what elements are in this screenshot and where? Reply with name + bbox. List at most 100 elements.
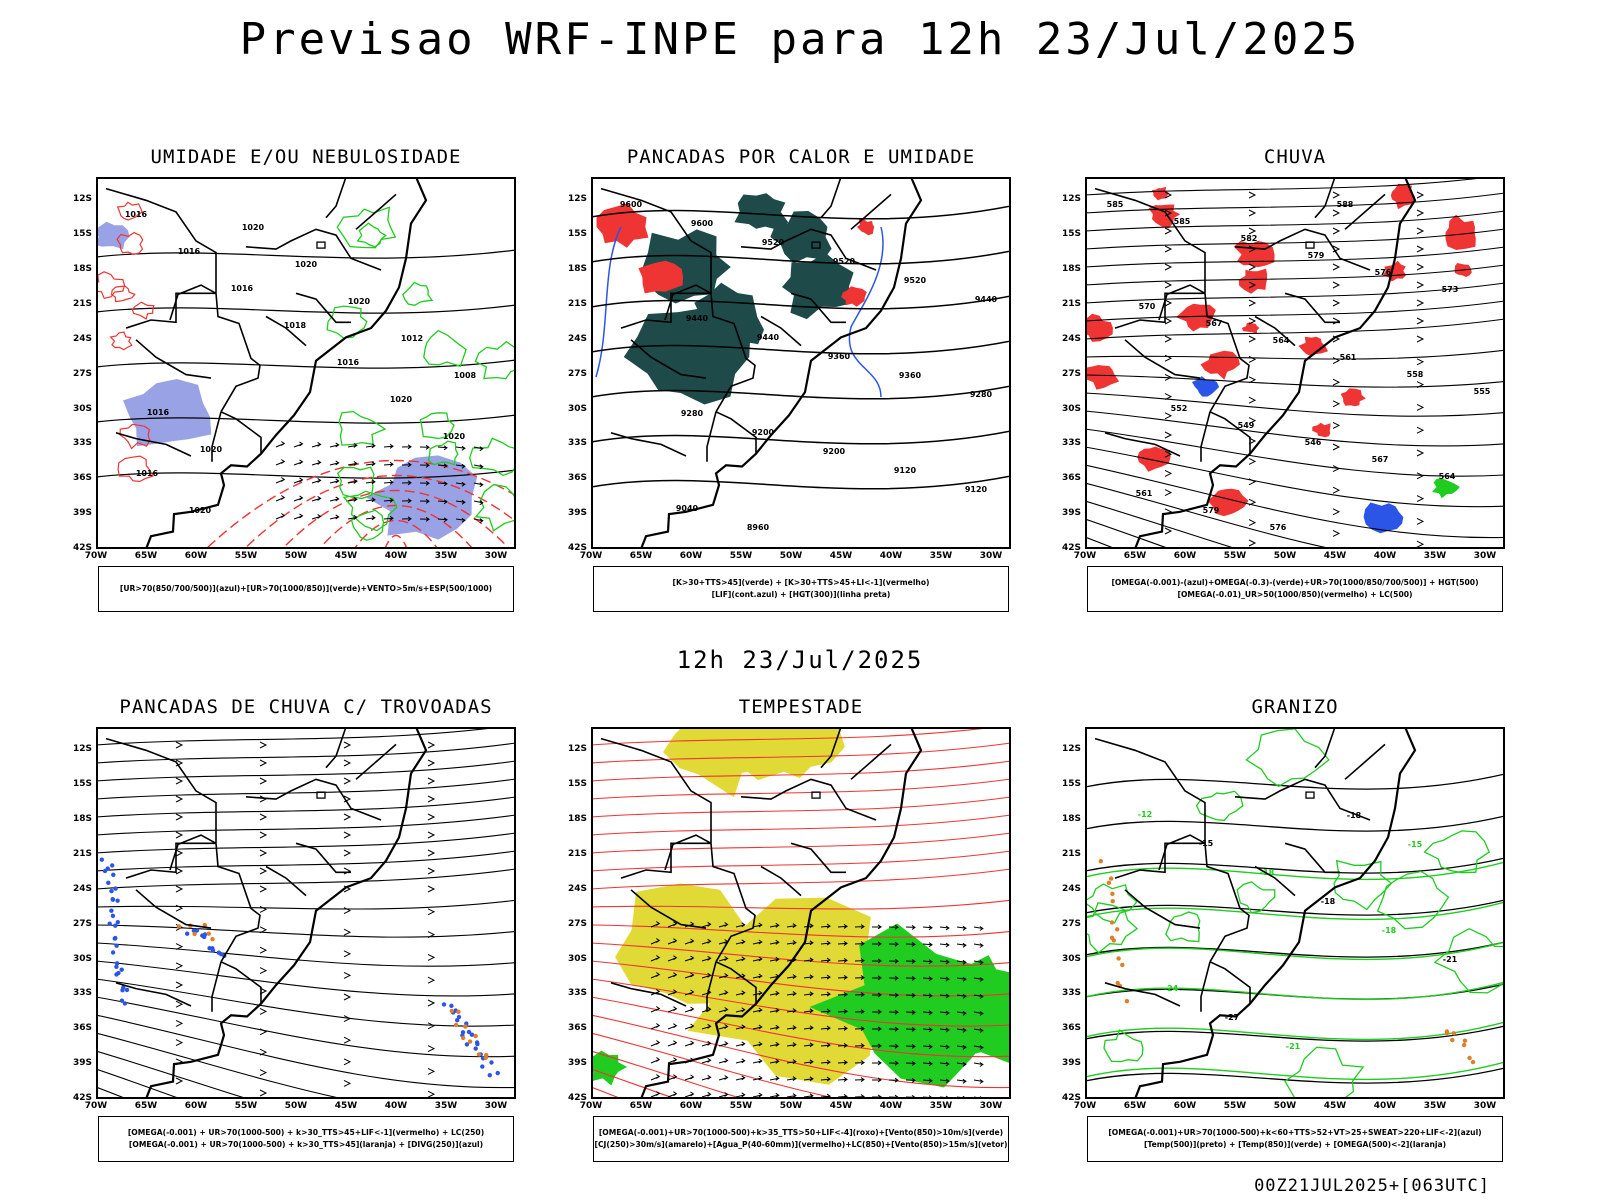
wind-vector [922,1044,933,1050]
streamline-250 [96,942,516,967]
lon-tick-label: 30W [484,1101,508,1111]
wind-vector [820,1076,831,1082]
humidity-shade-blue [96,221,130,250]
streamline-250 [96,727,505,746]
wind-vector [718,1058,729,1064]
streamline-250 [96,1050,250,1099]
wind-vector [871,1077,882,1083]
lat-tick-label: 36S [72,473,92,484]
humidity-contour-green [474,483,516,532]
wind-arrow [1248,539,1257,547]
divergence-point [464,1042,470,1047]
omega-point [1450,1037,1455,1043]
coastline [96,177,428,549]
wind-vector [820,1059,831,1065]
humidity-contour-green [469,437,516,477]
wind-vector [401,498,412,504]
wind-arrow [175,962,184,970]
country-border [105,187,217,294]
lifted-index-contour [595,226,884,398]
wind-arrow [1416,358,1425,366]
thunderstorm-point [176,924,182,929]
wind-arrow [343,1058,352,1066]
wind-vector [939,1027,950,1033]
panel-6-map: -12 -15 -18 -18 -18 -21 -24 -27 -21 -18 -15 [1085,727,1505,1099]
humidity-contour-red [110,285,136,303]
height-streamline-500 [1085,246,1505,268]
wind-arrow [427,1067,436,1075]
wind-arrow [427,777,436,785]
wind-vector [347,496,358,502]
streamline-250 [96,760,516,782]
wind-vector [752,1041,763,1047]
humidity-contour-green [474,340,516,380]
lat-tick-label: 12S [567,194,587,205]
wind-vector [401,462,412,468]
omega-point [1461,1042,1467,1048]
lon-tick-label: 50W [1273,551,1297,561]
divergence-point [191,928,197,933]
wind-arrow [427,1022,436,1030]
wind-vector [939,925,950,931]
country-border [790,292,846,324]
contour-label: -12 [1138,810,1152,819]
thickness-contour [243,474,516,549]
lat-tick-label: 21S [72,848,92,859]
wind-vector [939,976,950,982]
wind-arrow [259,1007,268,1015]
height-streamline-500 [1085,410,1505,447]
country-border [760,865,802,897]
wind-vector [383,497,394,503]
wind-vector [769,1041,780,1047]
country-border [135,339,212,379]
country-border [1204,293,1250,413]
height-contour-300 [591,430,1011,445]
country-border [1314,727,1336,769]
wind-arrow [343,777,352,785]
lat-tick-label: 36S [567,1023,587,1034]
omega-point [1110,899,1115,904]
lon-tick-label: 55W [234,1101,258,1111]
country-border [715,411,757,454]
wind-arrow [259,741,268,749]
instability-area [638,260,683,294]
streamline-850 [591,978,1011,1027]
lon-tick-label: 60W [1173,551,1197,561]
wind-vector [956,942,967,948]
lat-tick-label: 36S [1061,473,1081,484]
lat-tick-label: 27S [72,368,92,379]
country-border [265,865,307,897]
wind-850-area [905,955,1011,1068]
country-border [1284,842,1340,874]
country-border [1254,865,1296,897]
coastline [1085,177,1417,549]
streamline-250 [96,996,516,1058]
wind-vector [650,1006,661,1013]
country-border [600,187,712,294]
lat-tick-label: 27S [1061,918,1081,929]
wind-vector [650,1074,661,1081]
wind-arrow [175,1019,184,1027]
wind-arrow [1332,209,1341,217]
country-border [125,292,216,329]
wind-vector [837,957,848,963]
divergence-point [120,988,125,993]
wind-vector [752,1058,763,1064]
wind-vector [854,958,865,964]
wind-arrow [175,981,184,989]
streamline-250 [96,796,516,818]
wind-vector [939,993,950,999]
wind-vector [922,959,933,965]
contour-label: 1020 [443,432,466,441]
divergence-point [107,921,112,926]
wind-vector [752,922,763,928]
country-border [1094,187,1206,294]
wind-vector [437,481,448,487]
wind-vector [820,940,831,946]
wind-arrow [343,950,352,958]
lon-tick-label: 70W [1073,551,1097,561]
wind-arrow [1248,317,1257,325]
omega-point [1462,1038,1468,1043]
wind-arrow [427,1045,436,1053]
wind-vector [854,924,865,930]
